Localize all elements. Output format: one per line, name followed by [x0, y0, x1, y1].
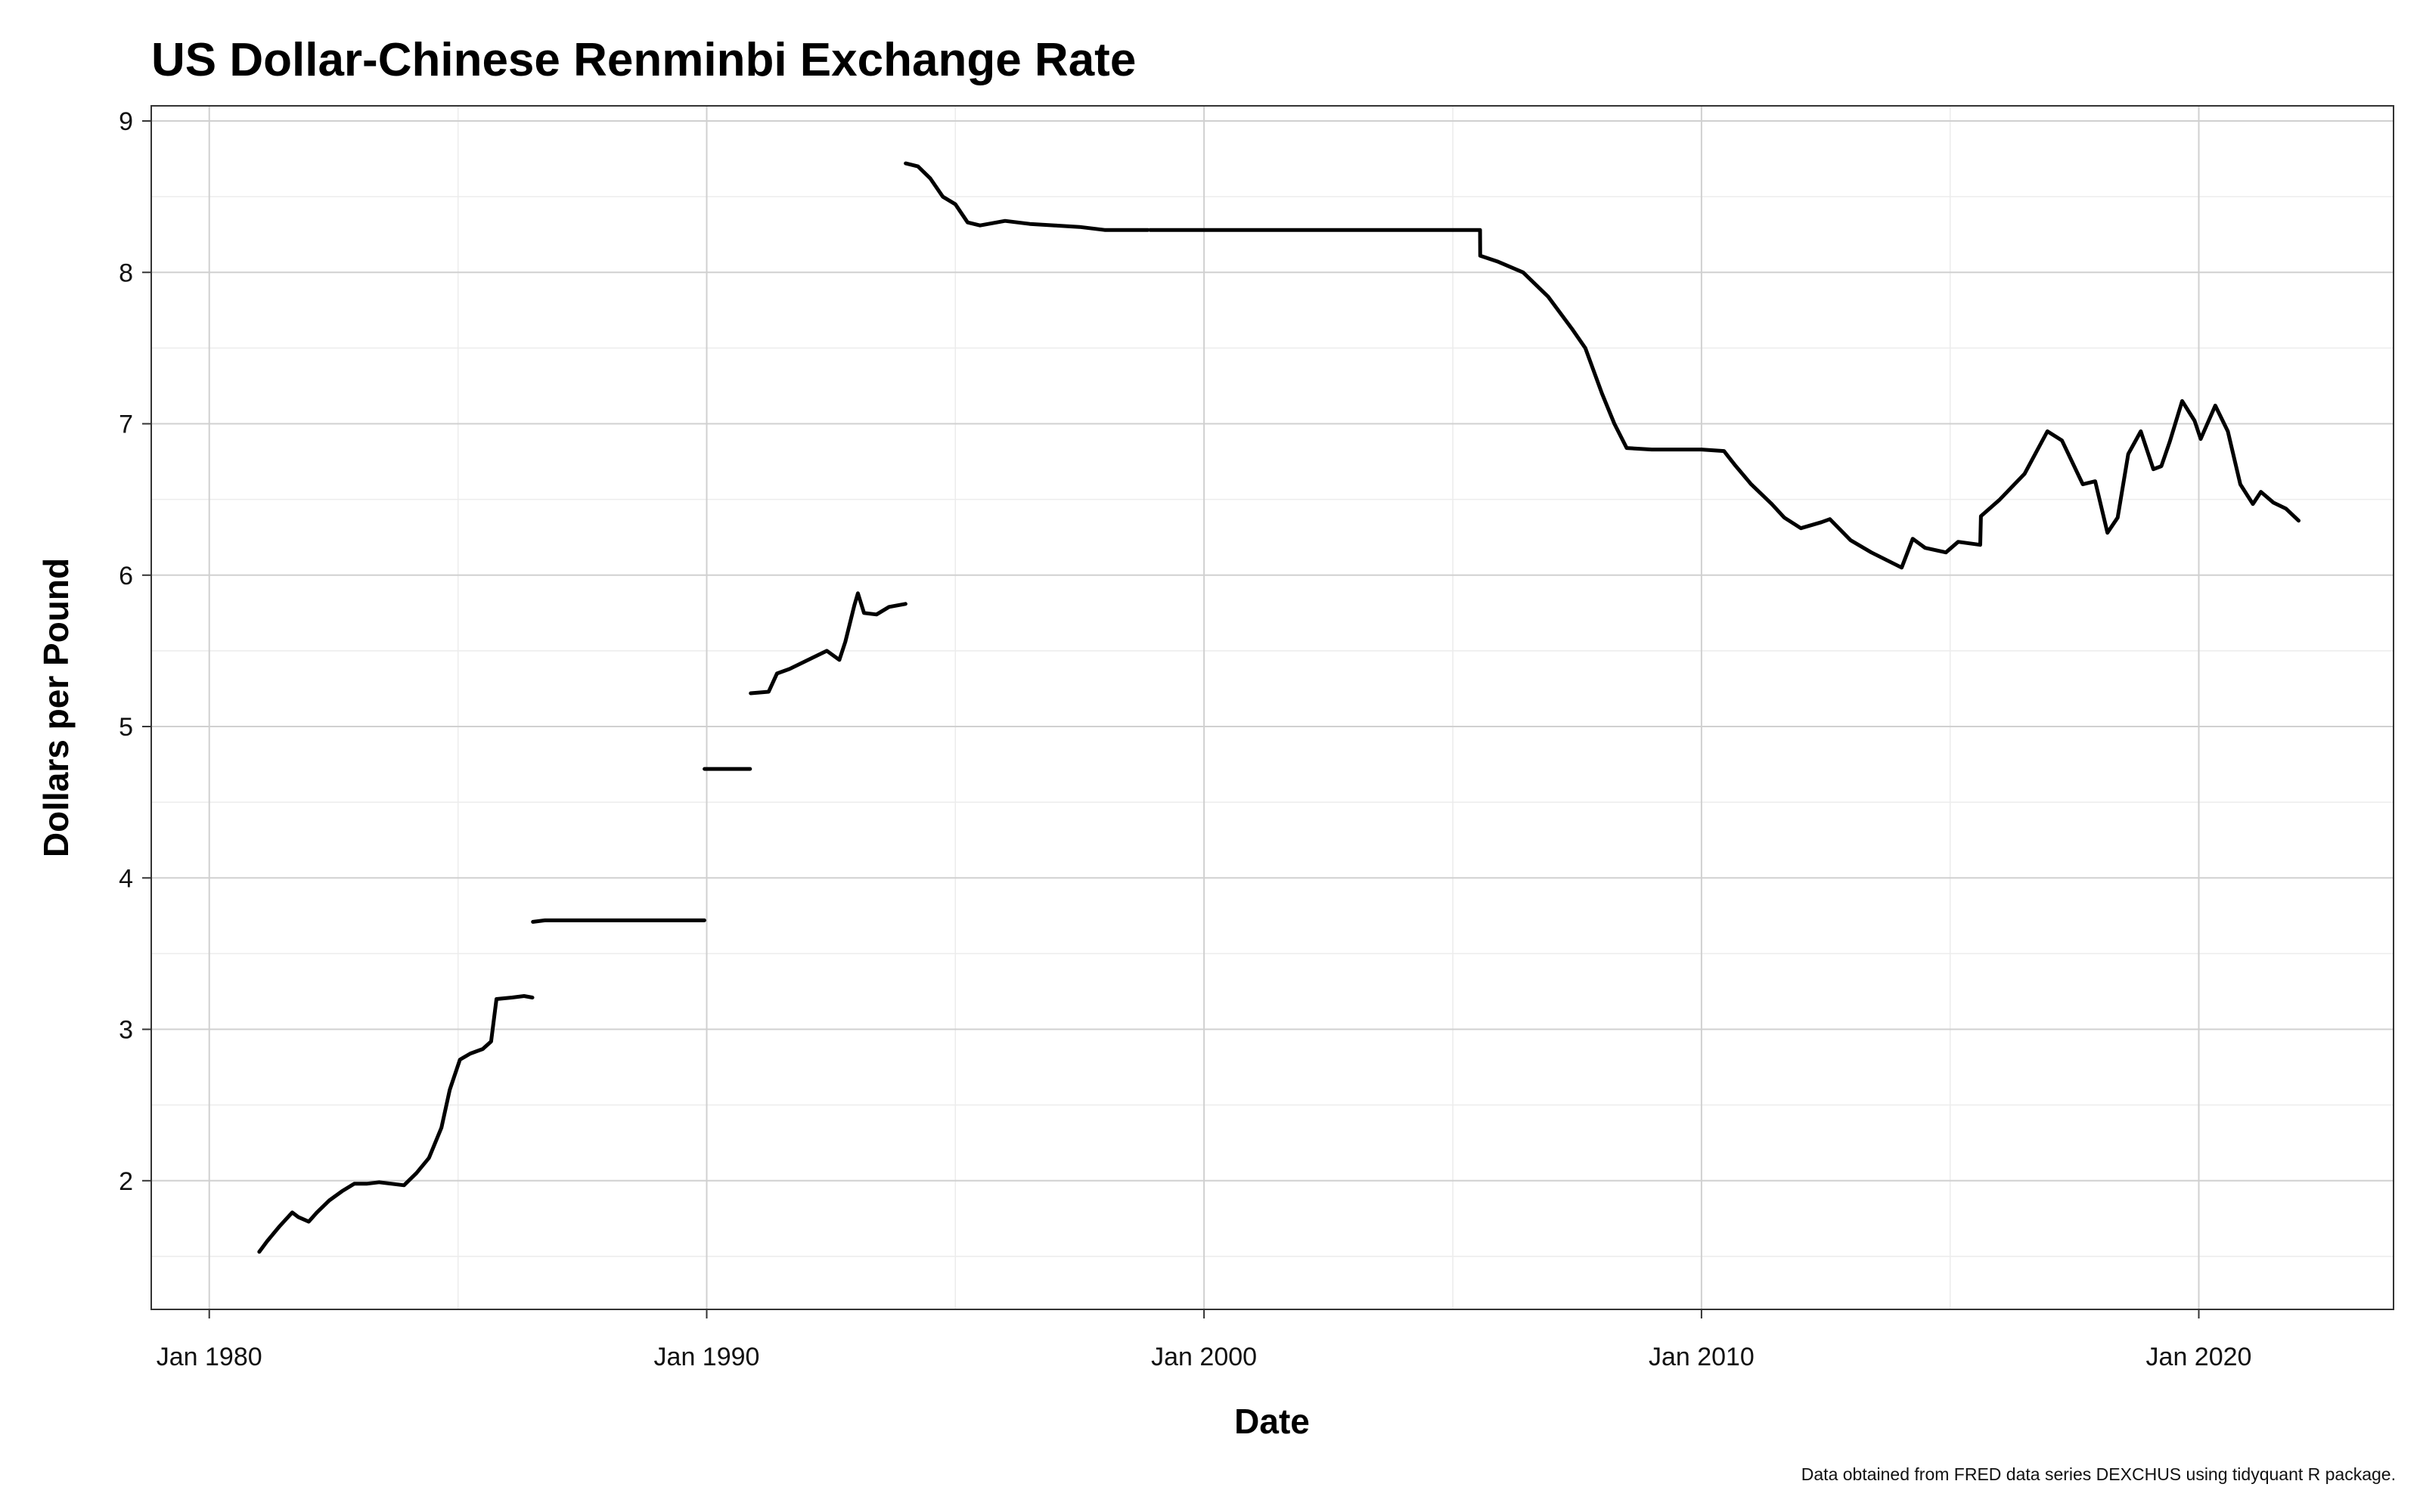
x-tick-label: Jan 2010 — [1649, 1343, 1754, 1371]
x-tick-label: Jan 1980 — [157, 1343, 262, 1371]
series-line-segment — [257, 994, 535, 1254]
y-tick-label: 9 — [119, 107, 133, 136]
chart-title: US Dollar-Chinese Renminbi Exchange Rate — [151, 34, 1136, 86]
x-axis-title: Date — [1234, 1402, 1310, 1441]
x-axis: Jan 1980 Jan 1990 Jan 2000 Jan 2010 Jan 2020 — [157, 1309, 2252, 1371]
y-tick-label: 2 — [119, 1167, 133, 1196]
y-tick-label: 3 — [119, 1016, 133, 1045]
y-axis-title: Dollars per Pound — [36, 558, 76, 857]
caption: Data obtained from FRED data series DEXC… — [1801, 1464, 2396, 1484]
y-tick-label: 5 — [119, 713, 133, 742]
y-axis: 2 3 4 5 6 7 8 9 — [119, 107, 151, 1196]
series-line-segment — [749, 591, 908, 696]
x-tick-label: Jan 1990 — [654, 1343, 760, 1371]
plot-panel-border — [150, 105, 2394, 1310]
series-lines — [257, 161, 2301, 1254]
x-tick-label: Jan 2020 — [2146, 1343, 2252, 1371]
series-line-segment — [531, 918, 706, 924]
x-tick-label: Jan 2000 — [1151, 1343, 1257, 1371]
y-tick-label: 6 — [119, 562, 133, 590]
y-tick-label: 8 — [119, 259, 133, 287]
y-tick-label: 4 — [119, 864, 133, 893]
series-line-segment — [1148, 228, 2301, 570]
grid — [151, 106, 2394, 1309]
series-line-segment — [904, 161, 1150, 232]
y-tick-label: 7 — [119, 411, 133, 439]
